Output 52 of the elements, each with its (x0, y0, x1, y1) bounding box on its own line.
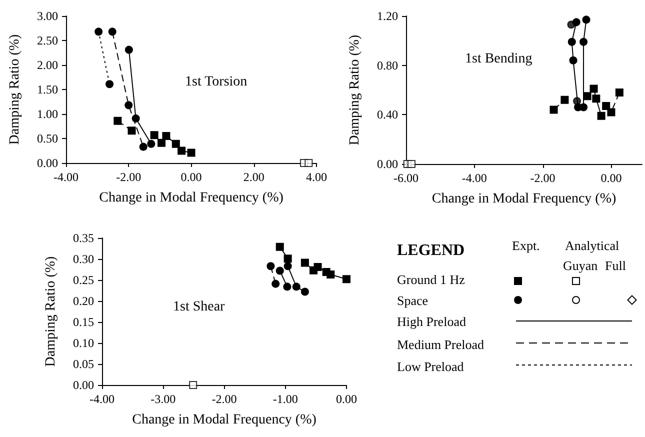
x-tick-label: 0.00 (180, 170, 202, 184)
x-axis-title: Change in Modal Frequency (%) (99, 190, 284, 206)
x-axis-title: Change in Modal Frequency (%) (432, 192, 616, 206)
y-axis-title: Damping Ratio (%) (44, 256, 58, 367)
text: Guyan (563, 258, 598, 274)
x-tick-label: -6.00 (394, 171, 418, 185)
text: Medium Preload (397, 337, 484, 353)
y-tick-label: 0.30 (73, 252, 94, 266)
x-tick-label: -2.00 (212, 392, 237, 406)
text: Low Preload (397, 359, 464, 375)
y-tick-label: 1.50 (37, 82, 58, 96)
y-tick-label: 0.80 (377, 58, 398, 72)
y-axis-title: Damping Ratio (%) (8, 34, 22, 145)
x-tick-label: 0.00 (600, 171, 622, 185)
x-tick-label: 2.00 (243, 170, 264, 184)
y-tick-label: 3.00 (37, 9, 58, 23)
y-tick-label: 0.15 (73, 315, 94, 329)
y-tick-label: 0.00 (377, 157, 398, 171)
y-axis-title: Damping Ratio (%) (348, 34, 362, 146)
y-tick-label: 0.50 (37, 132, 58, 146)
y-tick-label: 0.00 (73, 378, 94, 392)
y-tick-label: 1.00 (37, 107, 58, 121)
y-tick-label: 0.40 (377, 108, 398, 122)
x-tick-label: 0.00 (336, 392, 357, 406)
text: Analytical (565, 238, 620, 254)
x-tick-label: -4.00 (462, 171, 487, 185)
text: High Preload (397, 314, 466, 330)
y-tick-label: 0.20 (73, 294, 94, 308)
x-tick-label: 4.00 (306, 170, 327, 184)
text: Space (397, 293, 428, 309)
x-axis-title: Change in Modal Frequency (%) (132, 412, 317, 428)
y-tick-label: 1.20 (377, 9, 398, 23)
y-tick-label: 0.00 (37, 156, 58, 170)
text: Expt. (512, 238, 540, 254)
y-tick-label: 2.50 (37, 34, 58, 48)
y-tick-label: 0.05 (73, 357, 94, 371)
x-tick-label: -4.00 (54, 170, 78, 184)
y-tick-label: 2.00 (37, 58, 58, 72)
y-tick-label: 0.10 (73, 336, 94, 350)
text: 1st Torsion (185, 74, 248, 90)
text: LEGEND (397, 242, 465, 260)
text: 1st Bending (465, 52, 532, 66)
x-tick-label: -1.00 (272, 392, 298, 406)
x-tick-label: -2.00 (116, 170, 142, 184)
text: 1st Shear (173, 300, 226, 314)
y-tick-label: 0.25 (73, 273, 94, 287)
text: Ground 1 Hz (397, 272, 465, 288)
y-tick-label: 0.35 (73, 231, 94, 245)
x-tick-label: -4.00 (90, 392, 114, 406)
x-tick-label: -3.00 (150, 392, 176, 406)
x-tick-label: -2.00 (530, 171, 556, 185)
text: Full (605, 258, 626, 274)
